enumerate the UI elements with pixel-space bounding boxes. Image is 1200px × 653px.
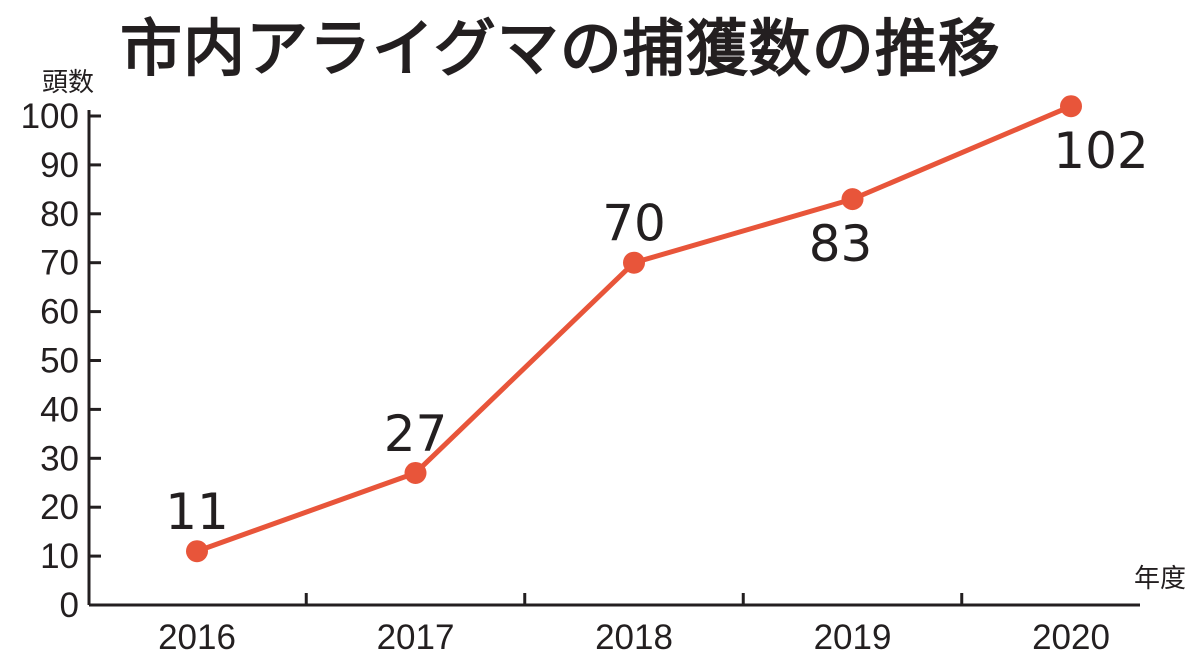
x-tick-label: 2016 bbox=[158, 618, 236, 653]
data-point bbox=[841, 188, 864, 211]
data-point bbox=[1060, 95, 1082, 118]
series-line bbox=[194, 103, 1074, 554]
chart-title: 市内アライグマの捕獲数の推移 bbox=[120, 12, 1001, 85]
y-tick-label: 90 bbox=[40, 146, 79, 185]
data-label: 83 bbox=[809, 215, 873, 273]
x-tick-label: 2017 bbox=[377, 618, 455, 653]
y-tick-label: 20 bbox=[40, 488, 79, 527]
data-point bbox=[186, 540, 208, 563]
data-labels: 11 27 70 83 102 bbox=[165, 122, 1149, 541]
y-tick-label: 0 bbox=[60, 586, 79, 625]
ticks: 0 10 20 30 40 50 60 70 80 90 100 2016 2017 2018 2019 20… bbox=[21, 97, 1110, 653]
data-point bbox=[404, 461, 427, 484]
y-tick-label: 50 bbox=[40, 342, 79, 381]
x-tick-label: 2018 bbox=[595, 618, 673, 653]
series bbox=[186, 95, 1082, 563]
x-tick-label: 2020 bbox=[1032, 618, 1110, 653]
x-axis-label: 年度 bbox=[1134, 564, 1187, 594]
y-axis-label: 頭数 bbox=[42, 68, 95, 98]
x-tick-label: 2019 bbox=[814, 618, 892, 653]
axes bbox=[87, 110, 1140, 607]
y-tick-label: 60 bbox=[40, 293, 79, 332]
y-tick-label: 80 bbox=[40, 195, 79, 234]
y-tick-label: 10 bbox=[40, 537, 79, 576]
data-label: 27 bbox=[384, 405, 448, 463]
data-point bbox=[623, 251, 645, 274]
y-tick-label: 40 bbox=[40, 390, 79, 429]
y-tick-label: 70 bbox=[40, 244, 79, 283]
data-label: 102 bbox=[1053, 122, 1148, 180]
y-tick-label: 30 bbox=[40, 439, 79, 478]
data-label: 11 bbox=[165, 483, 229, 541]
y-tick-label: 100 bbox=[21, 97, 79, 136]
data-label: 70 bbox=[602, 195, 666, 253]
